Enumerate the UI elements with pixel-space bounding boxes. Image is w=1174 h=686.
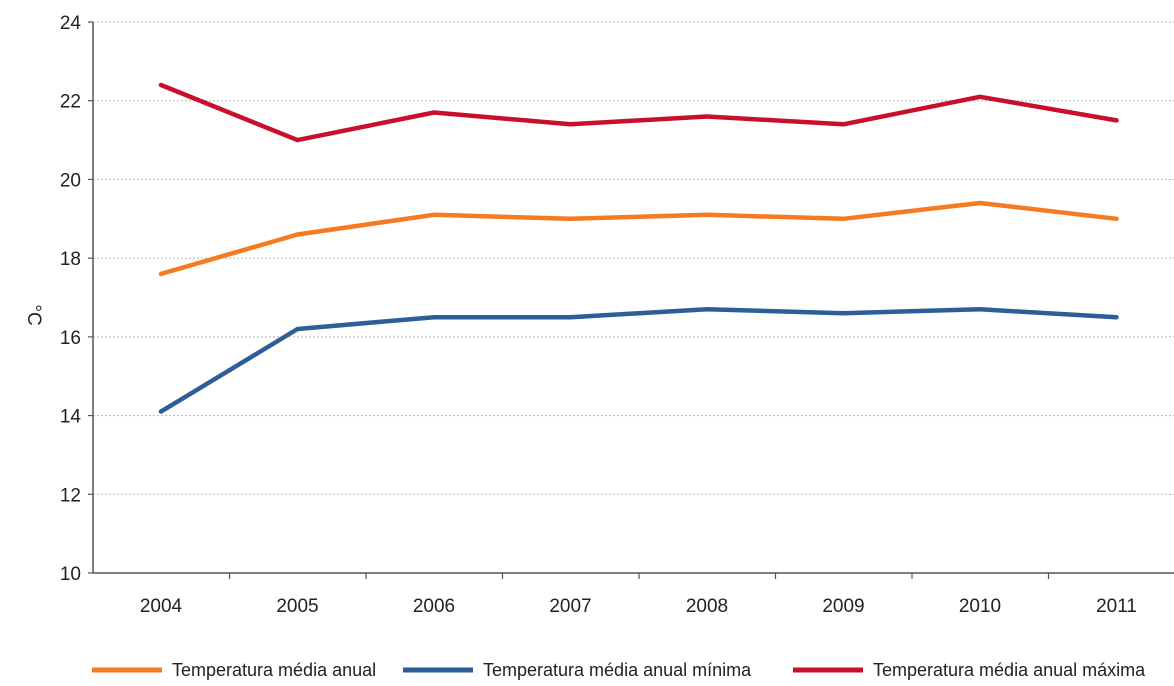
y-tick-label: 22 (60, 92, 81, 113)
legend-label: Temperatura média anual mínima (483, 660, 752, 680)
y-tick-label: 24 (60, 13, 82, 34)
y-axis-title: °C (23, 304, 44, 325)
x-tick-label: 2008 (686, 596, 728, 617)
x-tick-label: 2006 (413, 596, 455, 617)
y-tick-label: 14 (60, 407, 82, 428)
series-line-3 (158, 82, 1119, 143)
axes (92, 22, 1174, 574)
y-tick-label: 10 (60, 564, 81, 585)
series-line-1 (158, 200, 1119, 277)
x-tick-label: 2009 (822, 596, 864, 617)
y-tick-label: 18 (60, 249, 81, 270)
y-tick-labels: 10 12 14 16 18 20 22 24 (60, 13, 93, 585)
series-line-2 (158, 307, 1119, 414)
legend: Temperatura média anual Temperatura média… (92, 660, 1146, 680)
series-lines (158, 82, 1119, 414)
y-tick-label: 16 (60, 328, 81, 349)
x-tick-labels: 2004 2005 2006 2007 2008 2009 2010 2011 (140, 573, 1137, 617)
legend-label: Temperatura média anual máxima (873, 660, 1146, 680)
gridlines (93, 21, 1174, 495)
x-tick-label: 2011 (1096, 596, 1137, 617)
x-tick-label: 2010 (959, 596, 1001, 617)
x-tick-label: 2004 (140, 596, 183, 617)
y-tick-label: 20 (60, 170, 81, 191)
x-tick-label: 2005 (276, 596, 318, 617)
y-tick-label: 12 (60, 485, 81, 506)
legend-label: Temperatura média anual (172, 660, 376, 680)
x-tick-label: 2007 (549, 596, 591, 617)
